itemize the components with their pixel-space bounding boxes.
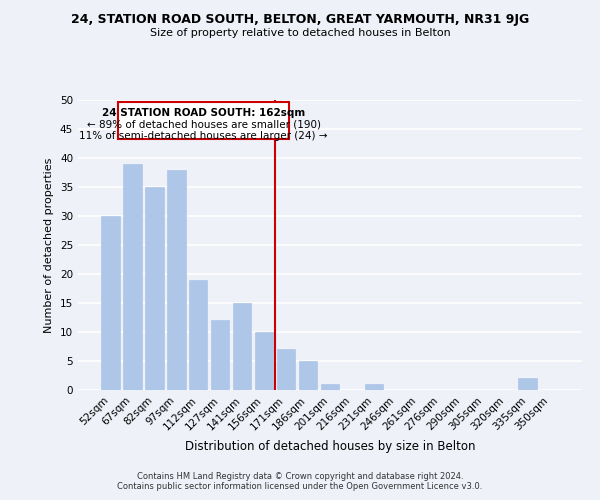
X-axis label: Distribution of detached houses by size in Belton: Distribution of detached houses by size … <box>185 440 475 453</box>
Text: 24, STATION ROAD SOUTH, BELTON, GREAT YARMOUTH, NR31 9JG: 24, STATION ROAD SOUTH, BELTON, GREAT YA… <box>71 12 529 26</box>
Text: 11% of semi-detached houses are larger (24) →: 11% of semi-detached houses are larger (… <box>79 130 328 140</box>
Bar <box>123 164 142 390</box>
Bar <box>518 378 537 390</box>
Text: 24 STATION ROAD SOUTH: 162sqm: 24 STATION ROAD SOUTH: 162sqm <box>102 108 305 118</box>
Bar <box>320 384 340 390</box>
Bar <box>189 280 208 390</box>
Bar <box>167 170 185 390</box>
Bar <box>233 303 251 390</box>
Bar <box>365 384 383 390</box>
Text: Contains HM Land Registry data © Crown copyright and database right 2024.: Contains HM Land Registry data © Crown c… <box>137 472 463 481</box>
Text: Size of property relative to detached houses in Belton: Size of property relative to detached ho… <box>149 28 451 38</box>
Bar <box>277 350 295 390</box>
Text: ← 89% of detached houses are smaller (190): ← 89% of detached houses are smaller (19… <box>86 119 320 129</box>
Bar <box>299 361 317 390</box>
Y-axis label: Number of detached properties: Number of detached properties <box>44 158 55 332</box>
Bar <box>145 187 164 390</box>
Bar <box>101 216 119 390</box>
Text: Contains public sector information licensed under the Open Government Licence v3: Contains public sector information licen… <box>118 482 482 491</box>
FancyBboxPatch shape <box>118 102 289 140</box>
Bar <box>211 320 229 390</box>
Bar <box>255 332 274 390</box>
